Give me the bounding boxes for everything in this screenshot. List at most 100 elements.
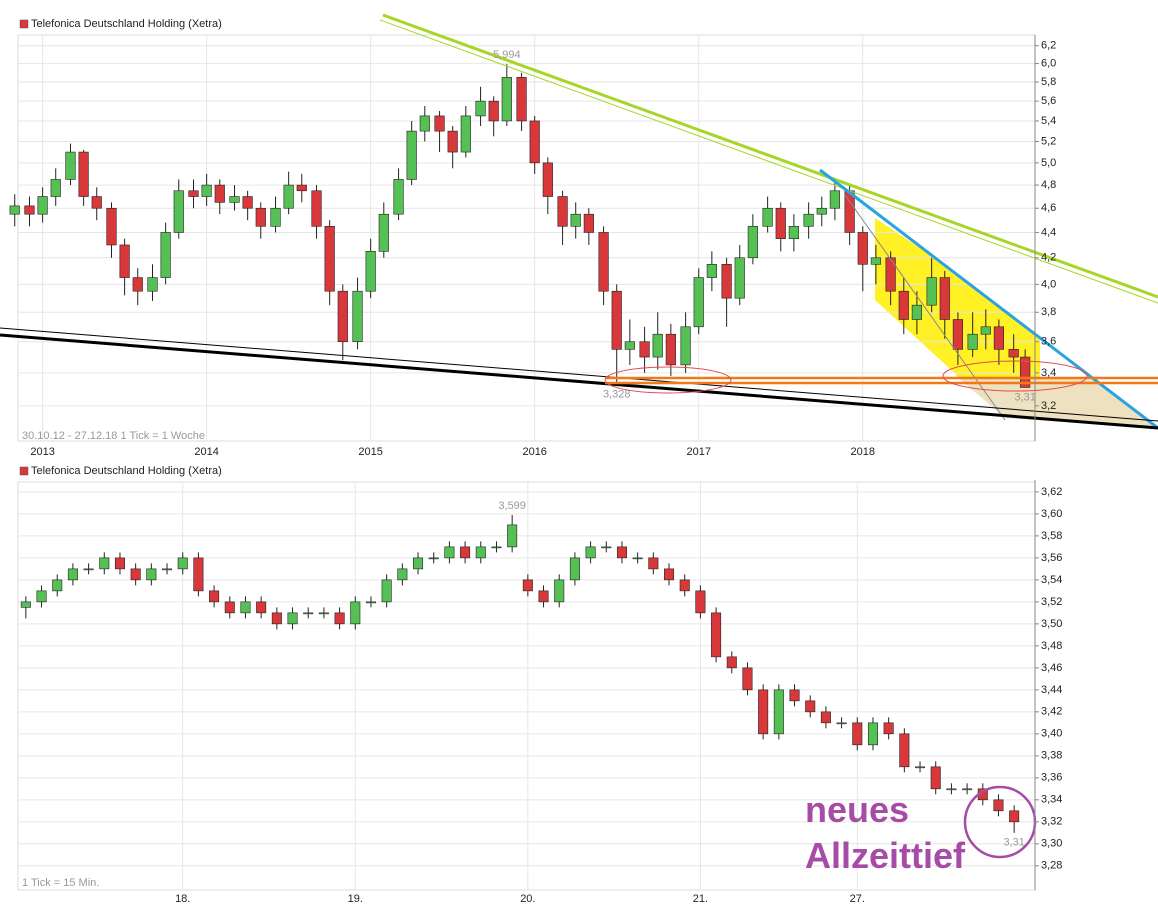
candle-body xyxy=(311,190,322,227)
candle-body xyxy=(91,196,102,209)
candle-body xyxy=(460,115,471,153)
candle-body xyxy=(271,612,282,625)
candle-body xyxy=(679,579,690,592)
x-tick-label: 2016 xyxy=(522,446,546,458)
candle-body xyxy=(1020,356,1031,388)
candle-body xyxy=(270,207,281,227)
y-tick-label: 3,60 xyxy=(1041,508,1062,520)
candle-body xyxy=(209,590,220,603)
candle-body xyxy=(516,77,527,122)
candle-body xyxy=(816,207,827,215)
candle-body xyxy=(147,277,158,292)
candle-body xyxy=(255,207,266,227)
candle-body xyxy=(538,590,549,603)
candle-body xyxy=(529,120,540,164)
candle-body xyxy=(601,546,612,549)
candle-body xyxy=(980,326,991,335)
candle-body xyxy=(557,196,568,227)
candle-body xyxy=(65,151,76,180)
x-tick-label: 18. xyxy=(175,893,190,904)
x-tick-label: 20. xyxy=(520,893,535,904)
candle-body xyxy=(1008,349,1019,358)
candle-body xyxy=(378,213,389,252)
candle-body xyxy=(324,226,335,292)
candle-body xyxy=(870,257,881,265)
candle-body xyxy=(967,333,978,350)
candle-body xyxy=(726,656,737,669)
y-tick-label: 3,38 xyxy=(1041,750,1062,762)
support-line xyxy=(0,333,1158,430)
value-label: 3,599 xyxy=(498,500,526,512)
candle-body xyxy=(337,290,348,343)
candle-body xyxy=(318,612,329,615)
y-tick-label: 3,50 xyxy=(1041,618,1062,630)
candle-body xyxy=(419,115,430,132)
legend-label: Telefonica Deutschland Holding (Xetra) xyxy=(31,18,222,30)
candle-body xyxy=(229,196,240,203)
candle-body xyxy=(570,213,581,227)
candles xyxy=(9,35,1035,890)
candle-body xyxy=(598,232,609,292)
candle-body xyxy=(758,689,769,735)
candle-body xyxy=(911,304,922,320)
candle-body xyxy=(173,190,184,233)
candle-body xyxy=(885,257,896,292)
candle-body xyxy=(883,722,894,735)
legend-swatch xyxy=(19,466,29,476)
y-tick-label: 3,30 xyxy=(1041,838,1062,850)
y-tick-label: 3,40 xyxy=(1041,728,1062,740)
y-tick-label: 3,4 xyxy=(1041,367,1056,379)
candle-body xyxy=(67,568,78,581)
candle-body xyxy=(146,568,157,581)
candle-body xyxy=(9,205,20,215)
value-label: 3,31 xyxy=(1014,391,1035,403)
annotation: Allzeittief xyxy=(805,835,966,876)
candle-body xyxy=(224,601,235,614)
candle-body xyxy=(648,557,659,570)
y-tick-label: 3,62 xyxy=(1041,486,1062,498)
y-tick-label: 6,2 xyxy=(1041,40,1056,52)
candle-body xyxy=(177,557,188,570)
candle-body xyxy=(747,226,758,259)
candle-body xyxy=(652,333,663,358)
candle-body xyxy=(36,590,47,603)
candle-body xyxy=(611,290,622,350)
candle-body xyxy=(434,115,445,132)
x-tick-label: 21. xyxy=(693,893,708,904)
candle-body xyxy=(639,341,650,358)
y-tick-label: 3,48 xyxy=(1041,640,1062,652)
y-tick-label: 3,6 xyxy=(1041,336,1056,348)
legend-swatch xyxy=(19,19,29,29)
candle-body xyxy=(83,568,94,571)
candle-body xyxy=(773,689,784,735)
y-tick-label: 4,2 xyxy=(1041,252,1056,264)
candle-body xyxy=(829,190,840,209)
trend-line xyxy=(382,13,1158,299)
candle-body xyxy=(130,568,141,581)
y-tick-label: 3,52 xyxy=(1041,596,1062,608)
x-tick-label: 2017 xyxy=(686,446,710,458)
candle-body xyxy=(475,100,486,117)
x-tick-label: 2013 xyxy=(30,446,54,458)
candle-body xyxy=(413,557,424,570)
candle-body xyxy=(240,601,251,614)
support-line xyxy=(0,327,1158,422)
candle-body xyxy=(106,207,117,246)
candle-body xyxy=(616,546,627,559)
candle-body xyxy=(52,579,63,592)
candle-body xyxy=(721,264,732,299)
candle-body xyxy=(37,196,48,215)
candle-body xyxy=(695,590,706,614)
candle-body xyxy=(188,190,199,197)
y-tick-label: 5,8 xyxy=(1041,76,1056,88)
candle-body xyxy=(214,184,225,203)
candle-body xyxy=(78,151,89,197)
y-tick-label: 3,56 xyxy=(1041,552,1062,564)
trend-line xyxy=(379,19,1158,304)
candle-body xyxy=(742,667,753,691)
candle-body xyxy=(926,277,937,306)
candle-body xyxy=(624,341,635,350)
x-tick-label: 2014 xyxy=(194,446,218,458)
candle-body xyxy=(1009,810,1020,823)
